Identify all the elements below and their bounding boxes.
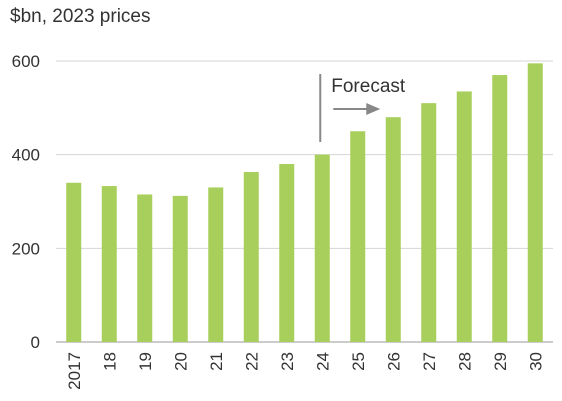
bar-23 (279, 164, 295, 342)
bar-26 (385, 117, 401, 342)
bar-25 (350, 131, 366, 342)
bar-22 (243, 171, 259, 342)
forecast-label: Forecast (331, 76, 406, 97)
x-tick-label-21: 21 (207, 352, 226, 371)
x-tick-label-23: 23 (278, 352, 297, 371)
y-tick-label-0: 0 (31, 333, 40, 352)
x-tick-label-24: 24 (313, 352, 332, 371)
x-tick-label-25: 25 (349, 352, 368, 371)
bar-29 (492, 75, 508, 343)
x-tick-label-19: 19 (136, 352, 155, 371)
bar-24 (314, 154, 330, 342)
x-tick-label-27: 27 (420, 352, 439, 371)
tick-layer: 0 200 400 600 2017 18 19 20 21 22 23 24 25 26 27 28 29 30 (12, 52, 546, 390)
bar-2017 (66, 182, 82, 342)
forecast-arrow-head (366, 103, 381, 115)
x-tick-label-26: 26 (384, 352, 403, 371)
bar-27 (421, 103, 437, 343)
y-tick-label-400: 400 (12, 146, 40, 165)
bar-28 (456, 91, 472, 342)
forecast-annotation: Forecast (319, 74, 406, 142)
x-tick-label-2017: 2017 (65, 352, 84, 390)
bar-20 (172, 195, 188, 342)
x-tick-label-20: 20 (171, 352, 190, 371)
x-tick-label-30: 30 (526, 352, 545, 371)
x-tick-label-29: 29 (491, 352, 510, 371)
y-tick-label-200: 200 (12, 239, 40, 258)
x-tick-label-28: 28 (455, 352, 474, 371)
unit-label: $bn, 2023 prices (10, 6, 151, 27)
x-tick-label-22: 22 (242, 352, 261, 371)
bar-30 (527, 63, 543, 342)
bar-19 (137, 194, 153, 342)
bar-18 (101, 186, 117, 342)
bar-21 (208, 187, 224, 342)
y-tick-label-600: 600 (12, 52, 40, 71)
bar-layer (66, 63, 543, 343)
x-tick-label-18: 18 (100, 352, 119, 371)
grid-layer (56, 60, 553, 343)
